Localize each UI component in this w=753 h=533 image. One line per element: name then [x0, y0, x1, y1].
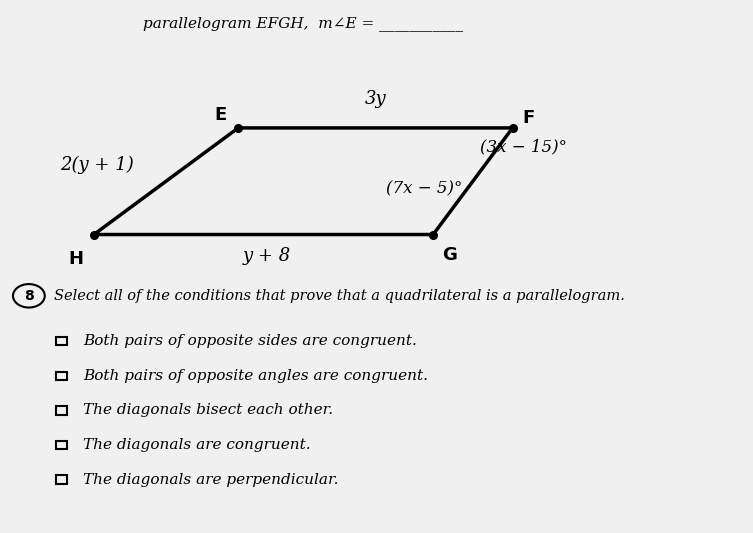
Text: The diagonals are perpendicular.: The diagonals are perpendicular. — [83, 473, 339, 487]
Bar — [56, 372, 67, 380]
Text: (3x − 15)°: (3x − 15)° — [480, 138, 567, 155]
Text: Both pairs of opposite angles are congruent.: Both pairs of opposite angles are congru… — [83, 369, 428, 383]
Text: The diagonals are congruent.: The diagonals are congruent. — [83, 438, 311, 452]
Text: Both pairs of opposite sides are congruent.: Both pairs of opposite sides are congrue… — [83, 334, 417, 348]
Bar — [56, 337, 67, 345]
Text: The diagonals bisect each other.: The diagonals bisect each other. — [83, 403, 333, 417]
Text: y + 8: y + 8 — [243, 247, 291, 265]
Bar — [56, 406, 67, 415]
Text: Select all of the conditions that prove that a quadrilateral is a parallelogram.: Select all of the conditions that prove … — [54, 289, 625, 303]
Text: parallelogram EFGH,  m∠E = ___________: parallelogram EFGH, m∠E = ___________ — [143, 17, 463, 31]
Text: H: H — [69, 249, 84, 268]
Text: 3y: 3y — [364, 90, 386, 108]
Text: F: F — [523, 109, 535, 127]
Bar — [56, 475, 67, 484]
Text: 2(y + 1): 2(y + 1) — [59, 156, 133, 174]
Bar — [56, 441, 67, 449]
Text: E: E — [214, 106, 227, 124]
Text: G: G — [442, 246, 457, 264]
Text: 8: 8 — [24, 289, 34, 303]
Text: (7x − 5)°: (7x − 5)° — [386, 181, 462, 198]
